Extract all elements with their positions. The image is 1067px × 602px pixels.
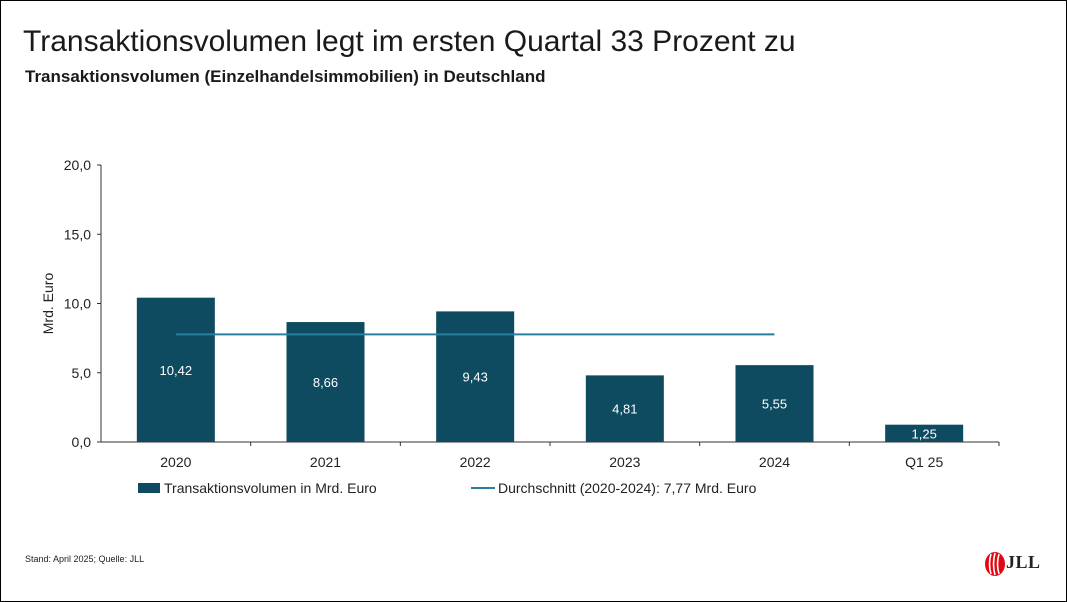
x-tick-label: Q1 25 [905, 454, 943, 470]
data-label: 1,25 [912, 426, 937, 441]
data-label: 10,42 [160, 363, 193, 378]
logo-wordmark: JLL [1006, 552, 1041, 572]
y-tick-label: 20,0 [64, 157, 91, 173]
y-tick-label: 15,0 [64, 226, 91, 242]
bar-2022 [436, 311, 515, 442]
data-label: 8,66 [313, 375, 338, 390]
legend-swatch-bars [138, 483, 160, 493]
x-tick-label: 2020 [160, 454, 191, 470]
data-label: 9,43 [463, 370, 488, 385]
legend-label-average: Durchschnitt (2020-2024): 7,77 Mrd. Euro [498, 480, 757, 496]
bar-Q1 25 [885, 424, 964, 442]
source-footnote: Stand: April 2025; Quelle: JLL [25, 554, 145, 564]
y-tick-label: 0,0 [72, 434, 92, 450]
y-tick-label: 5,0 [72, 365, 92, 381]
y-axis-title: Mrd. Euro [40, 273, 56, 335]
bar-2024 [735, 365, 814, 442]
x-tick-label: 2024 [759, 454, 790, 470]
y-tick-label: 10,0 [64, 296, 91, 312]
x-tick-label: 2023 [609, 454, 640, 470]
bar-chart: 0,0 5,0 10,0 15,0 20,0 Mrd. Euro 10,42 2020 8,66… [40, 157, 1000, 496]
page-title: Transaktionsvolumen legt im ersten Quart… [23, 25, 796, 58]
data-label: 5,55 [762, 397, 787, 412]
x-tick-label: 2021 [310, 454, 341, 470]
bar-2020 [136, 297, 215, 442]
jll-logo-icon [985, 552, 1005, 576]
x-tick-label: 2022 [460, 454, 491, 470]
bar-2021 [286, 322, 365, 442]
jll-logo: JLL [984, 549, 1044, 579]
bar-2023 [585, 375, 664, 442]
legend-label-bars: Transaktionsvolumen in Mrd. Euro [164, 480, 377, 496]
page-subtitle: Transaktionsvolumen (Einzelhandelsimmobi… [25, 67, 546, 86]
data-label: 4,81 [612, 402, 637, 417]
